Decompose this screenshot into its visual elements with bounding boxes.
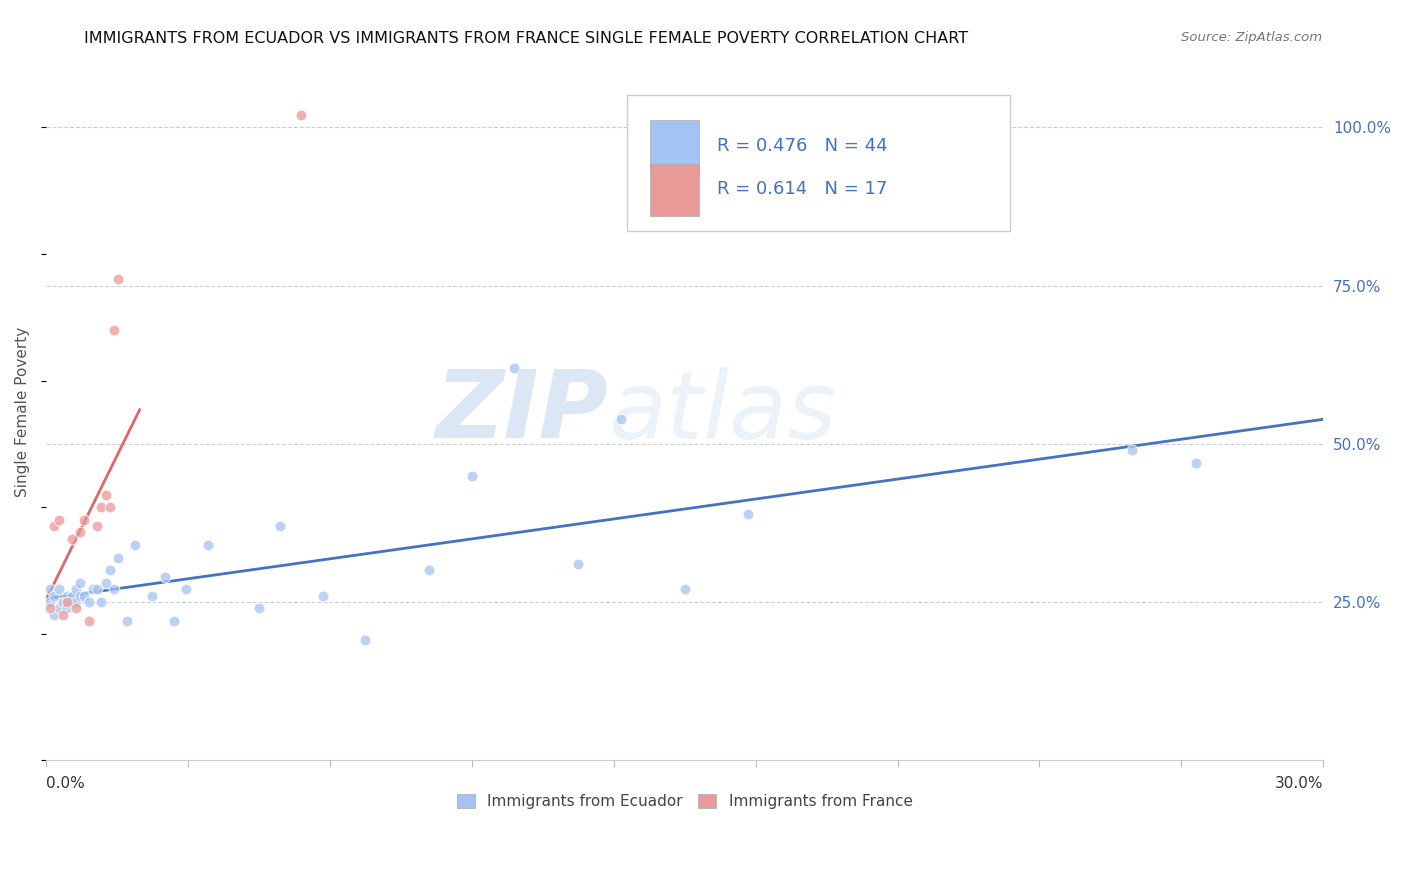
Point <box>107 272 129 286</box>
Point <box>65 601 87 615</box>
Point <box>673 582 696 597</box>
Point <box>567 557 589 571</box>
Point <box>77 614 100 628</box>
Y-axis label: Single Female Poverty: Single Female Poverty <box>15 327 30 498</box>
Legend: Immigrants from Ecuador, Immigrants from France: Immigrants from Ecuador, Immigrants from… <box>450 789 918 815</box>
Point <box>312 589 335 603</box>
Point <box>103 582 125 597</box>
Point <box>69 525 91 540</box>
Point <box>44 519 66 533</box>
Text: 30.0%: 30.0% <box>1275 776 1323 791</box>
Text: R = 0.614   N = 17: R = 0.614 N = 17 <box>717 180 887 198</box>
Point <box>269 519 291 533</box>
Point <box>124 538 146 552</box>
Point <box>90 500 112 515</box>
Point <box>39 601 62 615</box>
Text: Source: ZipAtlas.com: Source: ZipAtlas.com <box>1181 31 1322 45</box>
Point <box>610 411 633 425</box>
Point <box>69 576 91 591</box>
Point <box>60 589 83 603</box>
Point <box>1121 443 1143 458</box>
Bar <box>650 120 699 172</box>
Point <box>44 607 66 622</box>
Bar <box>650 163 699 216</box>
Text: R = 0.476   N = 44: R = 0.476 N = 44 <box>717 136 887 154</box>
FancyBboxPatch shape <box>627 95 1011 231</box>
Point <box>115 614 138 628</box>
Text: atlas: atlas <box>607 367 837 458</box>
Point <box>48 582 70 597</box>
Point <box>60 532 83 546</box>
Point <box>197 538 219 552</box>
Point <box>60 595 83 609</box>
Text: 0.0%: 0.0% <box>46 776 84 791</box>
Point <box>418 564 440 578</box>
Point <box>247 601 270 615</box>
Point <box>90 595 112 609</box>
Point <box>48 601 70 615</box>
Point <box>48 513 70 527</box>
Point <box>56 589 79 603</box>
Point <box>65 582 87 597</box>
Point <box>103 323 125 337</box>
Point <box>52 607 75 622</box>
Point <box>94 487 117 501</box>
Point <box>56 601 79 615</box>
Point <box>98 564 121 578</box>
Point <box>39 595 62 609</box>
Point <box>73 513 96 527</box>
Point <box>163 614 186 628</box>
Point <box>1184 456 1206 470</box>
Point <box>56 595 79 609</box>
Point <box>737 507 759 521</box>
Text: IMMIGRANTS FROM ECUADOR VS IMMIGRANTS FROM FRANCE SINGLE FEMALE POVERTY CORRELAT: IMMIGRANTS FROM ECUADOR VS IMMIGRANTS FR… <box>84 31 969 46</box>
Point <box>290 108 312 122</box>
Point <box>141 589 163 603</box>
Point <box>176 582 198 597</box>
Point <box>98 500 121 515</box>
Point <box>86 582 108 597</box>
Point <box>82 582 104 597</box>
Point <box>39 582 62 597</box>
Point <box>94 576 117 591</box>
Point <box>107 550 129 565</box>
Point <box>86 519 108 533</box>
Point <box>503 360 526 375</box>
Point <box>44 589 66 603</box>
Point <box>153 570 176 584</box>
Point <box>77 595 100 609</box>
Text: ZIP: ZIP <box>434 367 607 458</box>
Point <box>354 633 377 648</box>
Point <box>65 595 87 609</box>
Point <box>73 589 96 603</box>
Point <box>52 595 75 609</box>
Point <box>69 589 91 603</box>
Point <box>461 468 484 483</box>
